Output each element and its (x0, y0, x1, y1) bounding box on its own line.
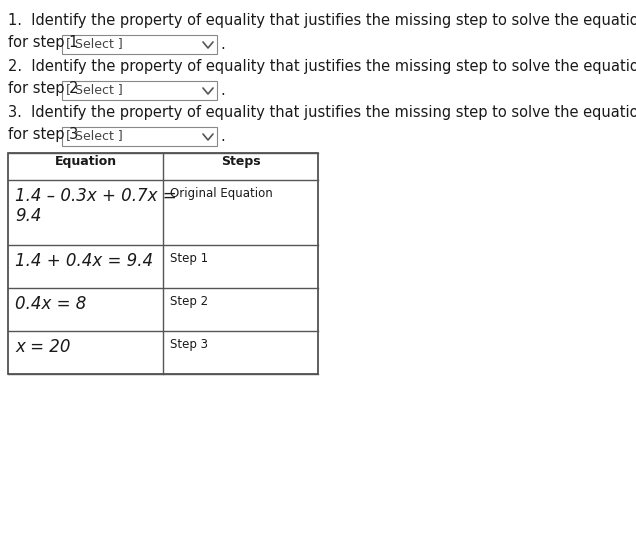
Text: [ Select ]: [ Select ] (66, 37, 123, 50)
Text: 9.4: 9.4 (15, 207, 41, 225)
Bar (62, 127, 217, 146)
Text: for step 3: for step 3 (8, 127, 78, 142)
Text: [ Select ]: [ Select ] (66, 83, 123, 96)
Text: x = 20: x = 20 (15, 338, 71, 356)
Bar (8, 153, 318, 374)
Bar (8, 153, 318, 374)
Text: for step 1: for step 1 (8, 35, 78, 50)
Text: for step 2: for step 2 (8, 81, 78, 96)
Text: Steps: Steps (221, 155, 260, 168)
Text: Original Equation: Original Equation (170, 187, 273, 200)
Text: 1.  Identify the property of equality that justifies the missing step to solve t: 1. Identify the property of equality tha… (8, 13, 636, 28)
Text: .: . (220, 83, 225, 98)
Text: Step 1: Step 1 (170, 252, 208, 265)
Text: 3.  Identify the property of equality that justifies the missing step to solve t: 3. Identify the property of equality tha… (8, 105, 636, 120)
Text: Step 2: Step 2 (170, 295, 208, 308)
Text: 1.4 – 0.3x + 0.7x =: 1.4 – 0.3x + 0.7x = (15, 187, 177, 205)
Bar (62, 81, 217, 100)
Text: .: . (220, 129, 225, 144)
Text: Equation: Equation (55, 155, 116, 168)
Text: 1.4 + 0.4x = 9.4: 1.4 + 0.4x = 9.4 (15, 252, 153, 270)
Text: 2.  Identify the property of equality that justifies the missing step to solve t: 2. Identify the property of equality tha… (8, 59, 636, 74)
Text: .: . (220, 37, 225, 52)
Text: [ Select ]: [ Select ] (66, 129, 123, 142)
Text: Step 3: Step 3 (170, 338, 208, 351)
Bar (62, 35, 217, 54)
Text: 0.4x = 8: 0.4x = 8 (15, 295, 86, 313)
